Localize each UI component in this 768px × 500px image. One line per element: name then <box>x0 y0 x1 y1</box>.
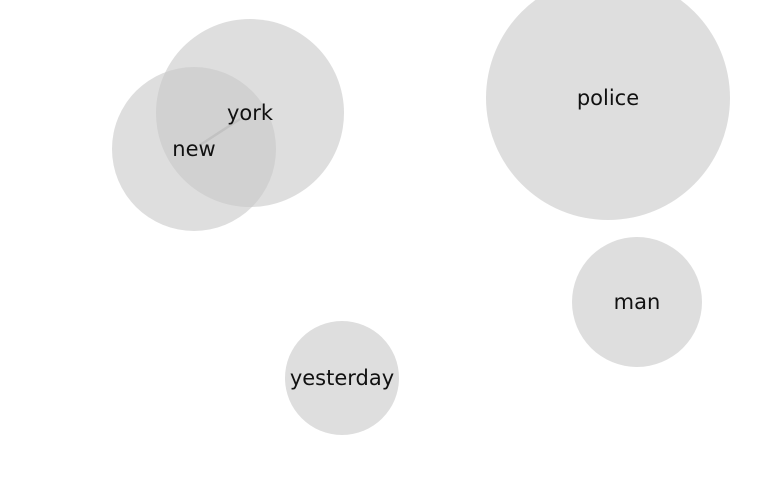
bubble-new <box>112 67 276 231</box>
bubble-police <box>486 0 730 220</box>
bubble-label-york: york <box>227 101 274 125</box>
bubble-man <box>572 237 702 367</box>
bubbles-layer <box>112 0 730 435</box>
bubble-label-new: new <box>172 137 215 161</box>
bubble-yesterday <box>285 321 399 435</box>
bubble-label-police: police <box>577 86 639 110</box>
bubble-label-man: man <box>614 290 661 314</box>
bubble-label-yesterday: yesterday <box>290 366 394 390</box>
